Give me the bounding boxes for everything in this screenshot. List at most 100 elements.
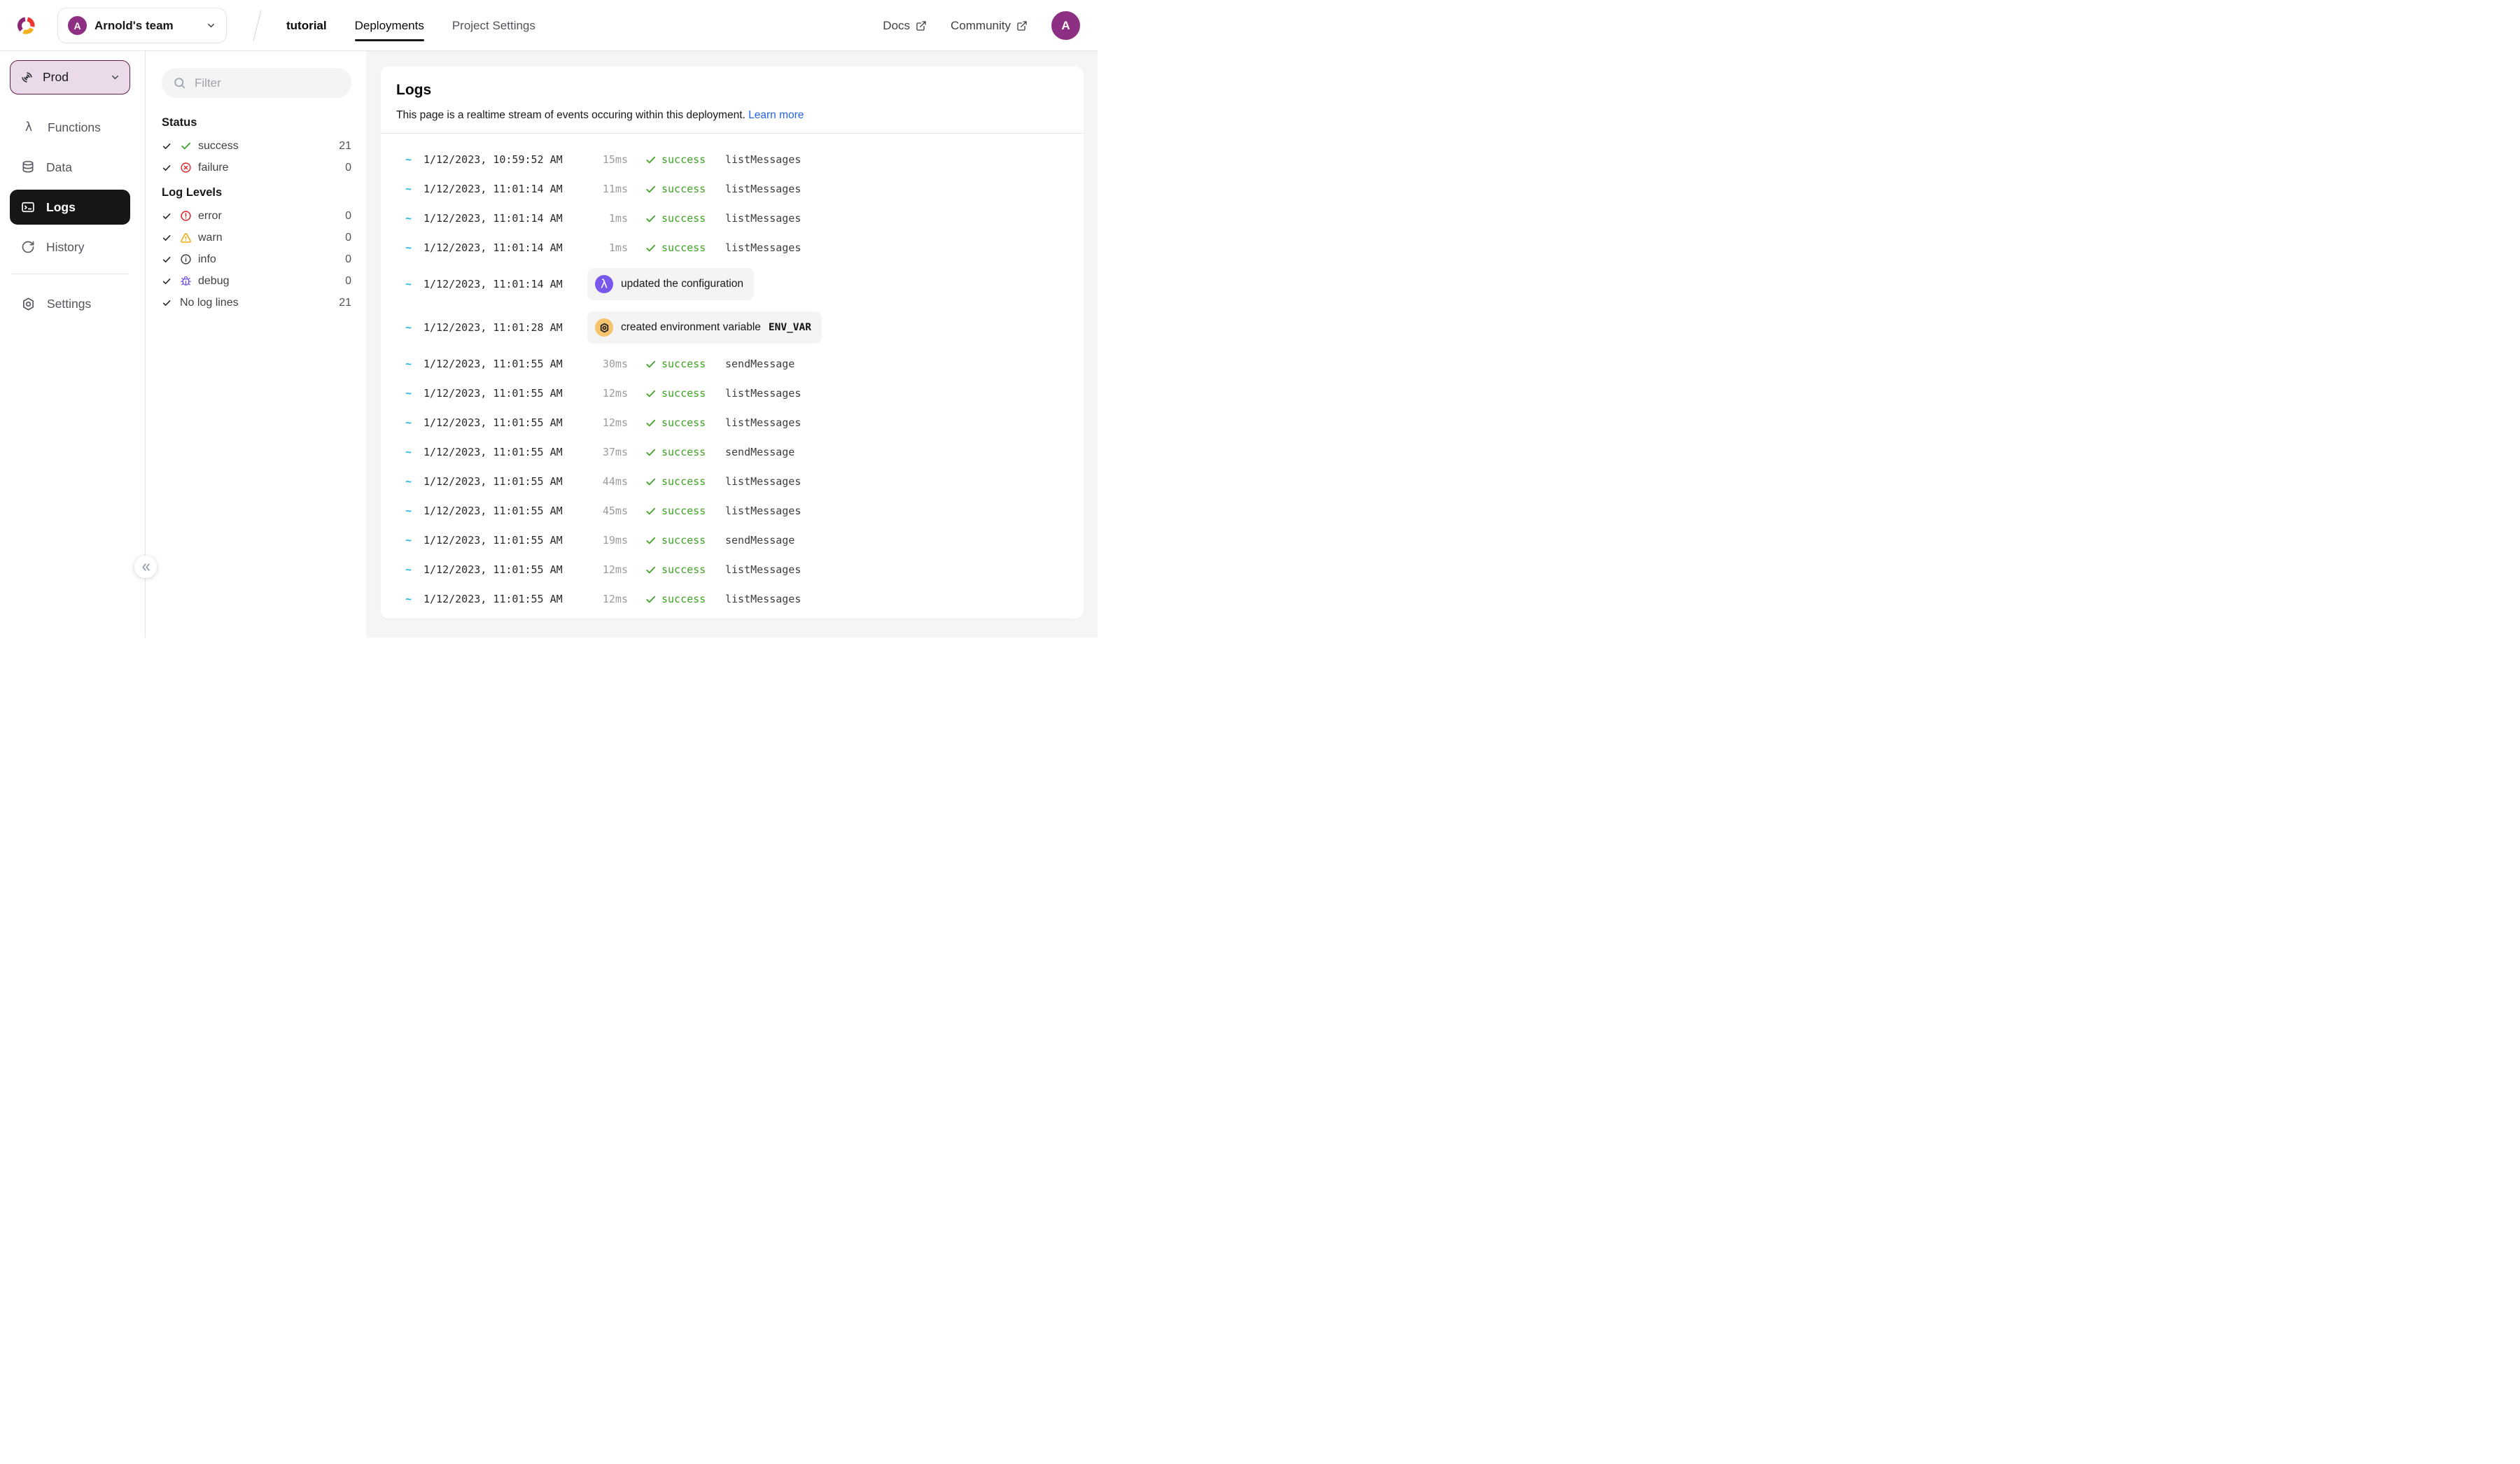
- filter-count: 0: [345, 209, 351, 222]
- check-green-icon: [645, 417, 657, 429]
- log-row[interactable]: ~ 1/12/2023, 11:01:55 AM 12ms success li…: [381, 408, 1084, 437]
- log-event-row[interactable]: ~ 1/12/2023, 11:01:14 AM λ updated the c…: [381, 262, 1084, 306]
- log-row[interactable]: ~ 1/12/2023, 11:01:55 AM 19ms success se…: [381, 526, 1084, 555]
- log-status: success: [645, 416, 706, 429]
- filter-row-warn[interactable]: warn 0: [162, 227, 351, 248]
- top-nav-deployments[interactable]: Deployments: [354, 0, 425, 51]
- stream-tilde-icon: ~: [405, 563, 412, 576]
- signal-icon: [20, 70, 34, 85]
- filter-row-failure[interactable]: failure 0: [162, 157, 351, 178]
- stream-tilde-icon: ~: [405, 212, 412, 225]
- check-green-icon: [645, 213, 657, 225]
- collapse-sidebar-button[interactable]: [134, 556, 157, 578]
- deployment-event-pill: λ updated the configuration: [587, 268, 754, 300]
- filter-count: 0: [345, 253, 351, 265]
- log-row[interactable]: ~ 1/12/2023, 11:01:55 AM 37ms success se…: [381, 437, 1084, 467]
- log-timestamp: 1/12/2023, 11:01:14 AM: [424, 278, 563, 290]
- log-duration: 37ms: [602, 446, 628, 458]
- log-timestamp: 1/12/2023, 11:01:55 AM: [424, 593, 563, 605]
- logs-card: Logs This page is a realtime stream of e…: [381, 66, 1084, 619]
- log-function-name: listMessages: [725, 563, 802, 576]
- stream-tilde-icon: ~: [405, 153, 412, 166]
- community-link[interactable]: Community: [951, 19, 1028, 33]
- check-green-icon: [645, 564, 657, 576]
- sidebar-item-history[interactable]: History: [10, 230, 130, 265]
- log-timestamp: 1/12/2023, 10:59:52 AM: [424, 153, 563, 166]
- sidebar-item-logs[interactable]: Logs: [10, 190, 130, 225]
- filter-row-debug[interactable]: debug 0: [162, 270, 351, 292]
- log-timestamp: 1/12/2023, 11:01:55 AM: [424, 505, 563, 517]
- log-row[interactable]: ~ 1/12/2023, 11:01:55 AM 45ms success li…: [381, 496, 1084, 526]
- stream-tilde-icon: ~: [405, 183, 412, 195]
- filter-row-error[interactable]: error 0: [162, 205, 351, 227]
- log-timestamp: 1/12/2023, 11:01:55 AM: [424, 534, 563, 547]
- double-chevron-left-icon: [140, 561, 152, 573]
- stream-tilde-icon: ~: [405, 505, 412, 517]
- log-status: success: [645, 563, 706, 576]
- filter-input[interactable]: [162, 68, 351, 98]
- log-status: success: [645, 475, 706, 488]
- log-row[interactable]: ~ 1/12/2023, 11:01:14 AM 1ms success lis…: [381, 233, 1084, 262]
- check-green-icon: [645, 593, 657, 605]
- check-green-icon: [645, 154, 657, 166]
- check-green-icon: [645, 535, 657, 547]
- stream-tilde-icon: ~: [405, 475, 412, 488]
- database-icon: [21, 160, 35, 174]
- log-row[interactable]: ~ 1/12/2023, 11:01:55 AM 12ms success li…: [381, 555, 1084, 584]
- check-icon: [162, 255, 172, 265]
- page-title: Logs: [396, 82, 432, 98]
- triangle-warn-icon: [180, 232, 192, 244]
- stream-tilde-icon: ~: [405, 593, 412, 605]
- log-function-name: listMessages: [725, 241, 802, 254]
- log-row[interactable]: ~ 1/12/2023, 11:01:55 AM 12ms success li…: [381, 584, 1084, 614]
- log-row[interactable]: ~ 1/12/2023, 11:01:14 AM 1ms success lis…: [381, 204, 1084, 233]
- user-avatar[interactable]: A: [1051, 11, 1080, 40]
- log-status: success: [645, 593, 706, 605]
- log-list: ~ 1/12/2023, 10:59:52 AM 15ms success li…: [381, 134, 1084, 614]
- log-timestamp: 1/12/2023, 11:01:55 AM: [424, 563, 563, 576]
- check-icon: [162, 141, 172, 151]
- log-row[interactable]: ~ 1/12/2023, 11:01:55 AM 30ms success se…: [381, 349, 1084, 379]
- breadcrumb-slash: [253, 10, 262, 41]
- lambda-icon: λ: [21, 120, 36, 135]
- event-code: ENV_VAR: [768, 322, 811, 333]
- log-duration: 12ms: [602, 416, 628, 429]
- log-function-name: listMessages: [725, 153, 802, 166]
- top-nav-tutorial[interactable]: tutorial: [286, 18, 327, 32]
- log-row[interactable]: ~ 1/12/2023, 11:01:14 AM 11ms success li…: [381, 174, 1084, 204]
- log-event-row[interactable]: ~ 1/12/2023, 11:01:28 AM created environ…: [381, 306, 1084, 349]
- check-green-icon: [645, 183, 657, 195]
- log-row[interactable]: ~ 1/12/2023, 11:01:55 AM 12ms success li…: [381, 379, 1084, 408]
- sidebar-item-functions[interactable]: λ Functions: [10, 110, 130, 145]
- stream-tilde-icon: ~: [405, 446, 412, 458]
- sidebar-item-data[interactable]: Data: [10, 150, 130, 185]
- deployment-switcher-button[interactable]: Prod: [10, 60, 130, 94]
- filter-row-info[interactable]: info 0: [162, 248, 351, 270]
- check-green-icon: [645, 446, 657, 458]
- circle-x-icon: [180, 162, 192, 174]
- circle-exclaim-icon: [180, 210, 192, 222]
- card-divider: [381, 133, 1084, 134]
- log-row[interactable]: ~ 1/12/2023, 10:59:52 AM 15ms success li…: [381, 145, 1084, 174]
- sidebar-item-settings[interactable]: Settings: [10, 286, 130, 321]
- log-duration: 45ms: [602, 505, 628, 517]
- filter-count: 0: [345, 231, 351, 244]
- log-duration: 12ms: [602, 593, 628, 605]
- log-timestamp: 1/12/2023, 11:01:14 AM: [424, 183, 563, 195]
- docs-link[interactable]: Docs: [883, 19, 927, 33]
- svg-text:λ: λ: [601, 276, 608, 290]
- filter-row-success[interactable]: success 21: [162, 135, 351, 157]
- log-status: success: [645, 153, 706, 166]
- check-green-icon: [645, 242, 657, 254]
- deployment-event-pill: created environment variable ENV_VAR: [587, 311, 822, 344]
- log-row[interactable]: ~ 1/12/2023, 11:01:55 AM 44ms success li…: [381, 467, 1084, 496]
- log-timestamp: 1/12/2023, 11:01:14 AM: [424, 241, 563, 254]
- check-green-icon: [645, 505, 657, 517]
- log-status: success: [645, 446, 706, 458]
- team-switcher-button[interactable]: A Arnold's team: [57, 8, 227, 43]
- log-timestamp: 1/12/2023, 11:01:55 AM: [424, 475, 563, 488]
- top-nav-project-settings[interactable]: Project Settings: [451, 18, 536, 32]
- log-duration: 30ms: [602, 358, 628, 370]
- learn-more-link[interactable]: Learn more: [748, 109, 804, 121]
- filter-row-no-log-lines[interactable]: No log lines 21: [162, 292, 351, 314]
